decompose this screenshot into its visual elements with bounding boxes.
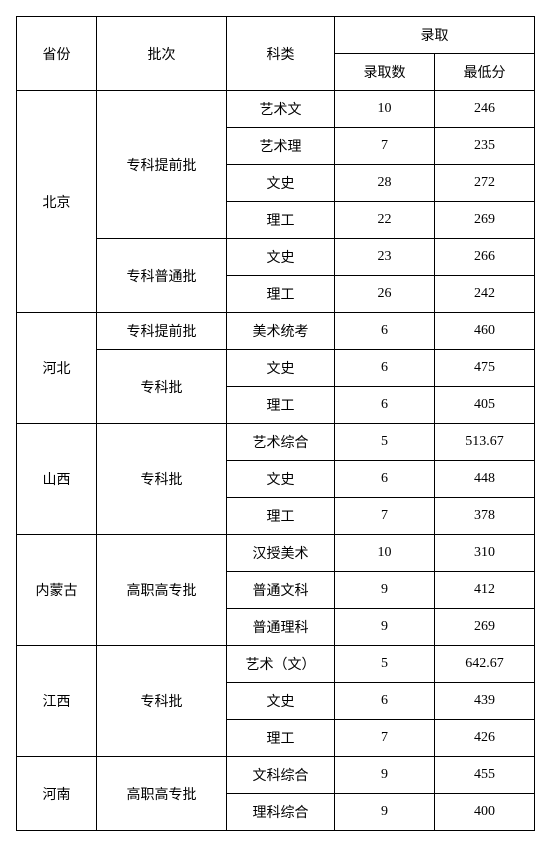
cell-score: 242 xyxy=(435,276,535,313)
cell-province: 河南 xyxy=(17,757,97,831)
cell-batch: 专科提前批 xyxy=(97,313,227,350)
cell-count: 7 xyxy=(335,128,435,165)
cell-count: 6 xyxy=(335,683,435,720)
cell-score: 310 xyxy=(435,535,535,572)
cell-score: 412 xyxy=(435,572,535,609)
cell-category: 文史 xyxy=(227,461,335,498)
cell-score: 475 xyxy=(435,350,535,387)
cell-batch: 专科提前批 xyxy=(97,91,227,239)
cell-province: 内蒙古 xyxy=(17,535,97,646)
cell-province: 江西 xyxy=(17,646,97,757)
cell-score: 269 xyxy=(435,202,535,239)
cell-score: 513.67 xyxy=(435,424,535,461)
cell-count: 22 xyxy=(335,202,435,239)
cell-category: 理工 xyxy=(227,202,335,239)
cell-count: 6 xyxy=(335,350,435,387)
cell-category: 美术统考 xyxy=(227,313,335,350)
cell-count: 10 xyxy=(335,91,435,128)
cell-batch: 专科批 xyxy=(97,424,227,535)
cell-score: 378 xyxy=(435,498,535,535)
header-category: 科类 xyxy=(227,17,335,91)
cell-category: 理工 xyxy=(227,498,335,535)
cell-category: 艺术文 xyxy=(227,91,335,128)
cell-score: 400 xyxy=(435,794,535,831)
header-province: 省份 xyxy=(17,17,97,91)
cell-count: 26 xyxy=(335,276,435,313)
table-row: 河南高职高专批文科综合9455 xyxy=(17,757,535,794)
cell-category: 汉授美术 xyxy=(227,535,335,572)
cell-count: 6 xyxy=(335,461,435,498)
cell-category: 普通文科 xyxy=(227,572,335,609)
header-admission: 录取 xyxy=(335,17,535,54)
header-count: 录取数 xyxy=(335,54,435,91)
cell-count: 9 xyxy=(335,609,435,646)
cell-count: 7 xyxy=(335,498,435,535)
cell-count: 9 xyxy=(335,572,435,609)
cell-category: 文史 xyxy=(227,239,335,276)
cell-category: 理工 xyxy=(227,276,335,313)
cell-score: 235 xyxy=(435,128,535,165)
cell-score: 269 xyxy=(435,609,535,646)
cell-score: 405 xyxy=(435,387,535,424)
cell-batch: 专科普通批 xyxy=(97,239,227,313)
cell-category: 理工 xyxy=(227,387,335,424)
cell-score: 448 xyxy=(435,461,535,498)
table-header: 省份 批次 科类 录取 录取数 最低分 xyxy=(17,17,535,91)
table-row: 江西专科批艺术（文）5642.67 xyxy=(17,646,535,683)
cell-province: 北京 xyxy=(17,91,97,313)
cell-score: 642.67 xyxy=(435,646,535,683)
cell-score: 455 xyxy=(435,757,535,794)
header-batch: 批次 xyxy=(97,17,227,91)
cell-count: 9 xyxy=(335,757,435,794)
cell-score: 426 xyxy=(435,720,535,757)
cell-batch: 高职高专批 xyxy=(97,535,227,646)
cell-count: 5 xyxy=(335,424,435,461)
cell-count: 7 xyxy=(335,720,435,757)
admission-table: 省份 批次 科类 录取 录取数 最低分 北京专科提前批艺术文10246艺术理72… xyxy=(16,16,535,831)
cell-score: 272 xyxy=(435,165,535,202)
cell-score: 439 xyxy=(435,683,535,720)
table-row: 山西专科批艺术综合5513.67 xyxy=(17,424,535,461)
cell-count: 6 xyxy=(335,313,435,350)
cell-category: 理科综合 xyxy=(227,794,335,831)
cell-province: 山西 xyxy=(17,424,97,535)
cell-count: 10 xyxy=(335,535,435,572)
cell-category: 艺术理 xyxy=(227,128,335,165)
cell-category: 艺术（文） xyxy=(227,646,335,683)
cell-score: 266 xyxy=(435,239,535,276)
cell-category: 艺术综合 xyxy=(227,424,335,461)
table-row: 内蒙古高职高专批汉授美术10310 xyxy=(17,535,535,572)
cell-category: 理工 xyxy=(227,720,335,757)
cell-batch: 专科批 xyxy=(97,646,227,757)
cell-score: 460 xyxy=(435,313,535,350)
table-body: 北京专科提前批艺术文10246艺术理7235文史28272理工22269专科普通… xyxy=(17,91,535,831)
cell-batch: 专科批 xyxy=(97,350,227,424)
cell-province: 河北 xyxy=(17,313,97,424)
table-row: 北京专科提前批艺术文10246 xyxy=(17,91,535,128)
cell-batch: 高职高专批 xyxy=(97,757,227,831)
cell-count: 28 xyxy=(335,165,435,202)
table-row: 河北专科提前批美术统考6460 xyxy=(17,313,535,350)
cell-category: 文史 xyxy=(227,165,335,202)
cell-category: 文史 xyxy=(227,350,335,387)
cell-category: 文科综合 xyxy=(227,757,335,794)
cell-count: 5 xyxy=(335,646,435,683)
cell-count: 6 xyxy=(335,387,435,424)
cell-category: 文史 xyxy=(227,683,335,720)
cell-category: 普通理科 xyxy=(227,609,335,646)
cell-count: 23 xyxy=(335,239,435,276)
header-min-score: 最低分 xyxy=(435,54,535,91)
cell-count: 9 xyxy=(335,794,435,831)
cell-score: 246 xyxy=(435,91,535,128)
